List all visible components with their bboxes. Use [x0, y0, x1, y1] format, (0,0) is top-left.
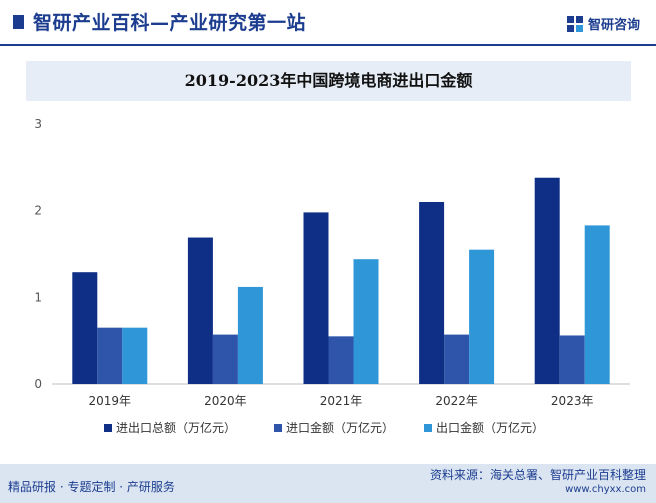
footer-url[interactable]: www.chyxx.com — [565, 484, 646, 495]
bar-3-2 — [237, 286, 263, 384]
x-tick-label: 2019年 — [89, 394, 132, 408]
bar-1-1 — [72, 272, 98, 384]
footer-band — [0, 464, 656, 503]
bar-2-4 — [444, 334, 470, 384]
bar-1-4 — [419, 202, 445, 384]
y-tick-label: 0 — [34, 377, 42, 391]
bar-2-3 — [328, 336, 354, 384]
legend-swatch-2 — [274, 424, 282, 432]
bar-3-1 — [122, 327, 148, 384]
page-header: 智研产业百科—产业研究第一站 智研咨询 — [0, 0, 656, 46]
footer-source: 资料来源：海关总署、智研产业百科整理 — [429, 468, 646, 482]
brand-logo-icon — [566, 15, 583, 32]
bar-2-5 — [559, 335, 585, 384]
x-tick-label: 2020年 — [204, 394, 247, 408]
legend-label-2: 进口金额（万亿元） — [286, 420, 394, 435]
bar-3-5 — [584, 225, 610, 384]
legend-swatch-3 — [424, 424, 432, 432]
brand[interactable]: 智研咨询 — [566, 14, 640, 33]
y-tick-label: 2 — [34, 204, 42, 218]
y-tick-label: 1 — [34, 290, 42, 304]
footer-services: 精品研报 · 专题定制 · 产研服务 — [8, 480, 175, 494]
brand-name: 智研咨询 — [587, 18, 640, 33]
bar-1-3 — [303, 212, 329, 384]
bar-3-4 — [469, 249, 495, 384]
header-accent-bar — [13, 15, 24, 29]
chart-title-band: 2019-2023年中国跨境电商进出口金额 — [26, 61, 631, 101]
bar-3-3 — [353, 259, 379, 384]
header-title: 智研产业百科—产业研究第一站 — [33, 12, 307, 34]
legend-swatch-1 — [104, 424, 112, 432]
x-tick-label: 2021年 — [320, 394, 363, 408]
bar-2-2 — [212, 334, 238, 384]
chart-title: 2019-2023年中国跨境电商进出口金额 — [184, 71, 473, 90]
x-tick-label: 2023年 — [551, 394, 594, 408]
y-tick-label: 3 — [34, 117, 42, 131]
bar-1-5 — [534, 177, 560, 384]
legend-label-3: 出口金额（万亿元） — [436, 420, 544, 435]
x-tick-label: 2022年 — [435, 394, 478, 408]
legend-label-1: 进出口总额（万亿元） — [116, 420, 236, 435]
bar-1-2 — [187, 237, 213, 384]
header-divider — [0, 44, 656, 46]
bar-2-1 — [97, 327, 123, 384]
